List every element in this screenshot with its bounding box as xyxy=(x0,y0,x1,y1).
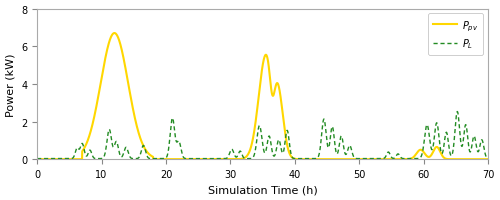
$P_{pv}$ xyxy=(207,158,213,161)
$P_{pv}$ xyxy=(112,33,117,35)
$P_L$ xyxy=(454,111,460,113)
$P_L$ xyxy=(428,146,434,148)
$P_L$ xyxy=(486,157,492,160)
$P_{pv}$ xyxy=(227,158,233,161)
$P_L$ xyxy=(112,142,118,144)
$P_{pv}$ xyxy=(86,137,91,140)
$P_{pv}$ xyxy=(486,158,492,161)
$P_L$ xyxy=(207,158,213,160)
Legend: $P_{pv}$, $P_L$: $P_{pv}$, $P_L$ xyxy=(428,14,484,56)
$P_{pv}$ xyxy=(428,155,434,157)
$P_{pv}$ xyxy=(112,33,118,35)
$P_L$ xyxy=(226,152,232,154)
$P_L$ xyxy=(86,151,91,154)
$P_L$ xyxy=(34,158,40,160)
$P_L$ xyxy=(476,147,482,149)
Line: $P_{pv}$: $P_{pv}$ xyxy=(37,34,488,159)
Line: $P_L$: $P_L$ xyxy=(37,112,488,159)
$P_{pv}$ xyxy=(476,158,482,161)
Y-axis label: Power (kW): Power (kW) xyxy=(6,53,16,116)
X-axis label: Simulation Time (h): Simulation Time (h) xyxy=(208,185,318,194)
$P_{pv}$ xyxy=(34,158,40,161)
